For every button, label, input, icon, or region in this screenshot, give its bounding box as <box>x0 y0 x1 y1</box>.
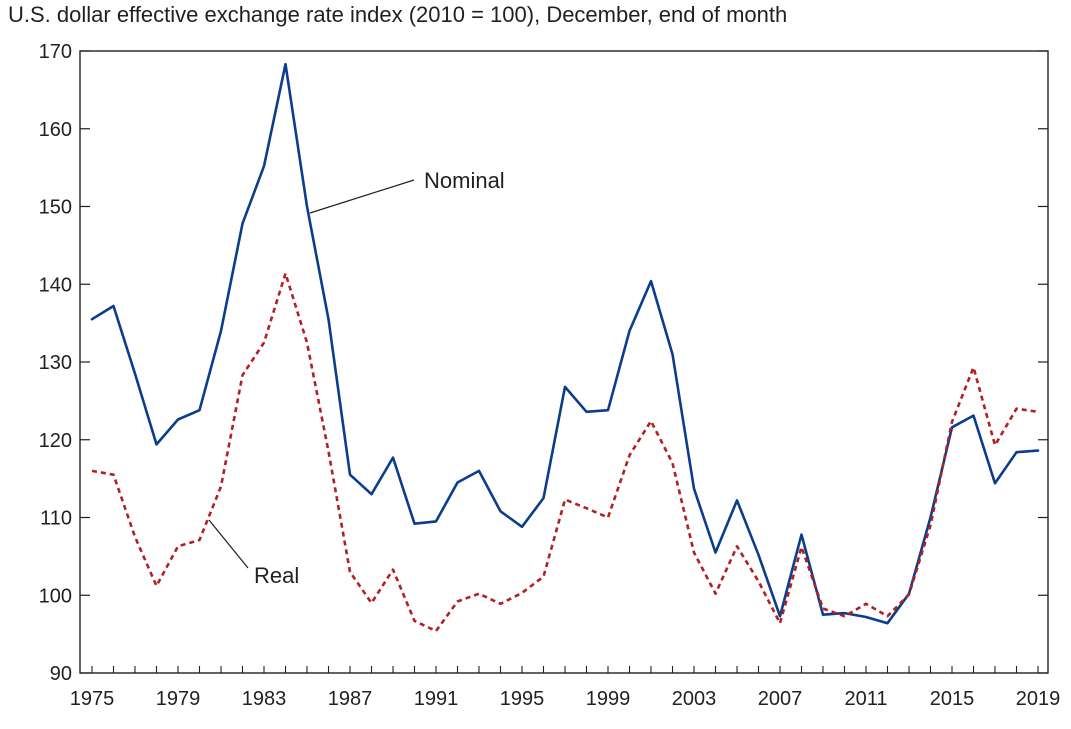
x-tick-label: 1983 <box>242 688 287 710</box>
x-tick-label: 2007 <box>758 688 803 710</box>
y-tick-label: 100 <box>39 585 72 607</box>
x-tick-label: 1995 <box>500 688 545 710</box>
y-tick-label: 140 <box>39 274 72 296</box>
y-tick-label: 90 <box>50 663 72 685</box>
plot-frame <box>79 50 1049 674</box>
real-leader-line <box>208 519 249 569</box>
y-tick-label: 130 <box>39 352 72 374</box>
plot-border <box>79 50 1049 674</box>
real-annotation-label: Real <box>254 563 299 588</box>
series-layer <box>90 62 1040 633</box>
nominal-annotation-label: Nominal <box>424 168 505 193</box>
series-line-nominal <box>90 62 1040 625</box>
annotation-layer: Nominal Real <box>208 168 505 588</box>
x-tick-label: 1999 <box>586 688 631 710</box>
x-tick-label: 2019 <box>1016 688 1061 710</box>
nominal-leader-line <box>309 179 415 214</box>
x-tick-label: 1991 <box>414 688 459 710</box>
y-axis: 90 100 110 120 130 140 150 160 170 <box>39 41 1048 685</box>
x-tick-label: 1987 <box>328 688 373 710</box>
y-tick-label: 120 <box>39 430 72 452</box>
x-tick-label: 1979 <box>156 688 201 710</box>
x-tick-label: 2003 <box>672 688 717 710</box>
x-tick-label: 2015 <box>930 688 975 710</box>
y-tick-label: 170 <box>39 41 72 63</box>
x-tick-label: 2011 <box>844 688 887 710</box>
chart-title: U.S. dollar effective exchange rate inde… <box>8 2 788 27</box>
x-tick-label: 1975 <box>70 688 115 710</box>
series-line-real <box>91 272 1039 633</box>
y-tick-label: 110 <box>40 508 72 530</box>
y-tick-label: 160 <box>39 119 72 141</box>
x-axis: 1975 1979 1983 1987 1991 1995 1999 2003 2007 2011… <box>70 666 1061 710</box>
y-tick-label: 150 <box>39 197 72 219</box>
